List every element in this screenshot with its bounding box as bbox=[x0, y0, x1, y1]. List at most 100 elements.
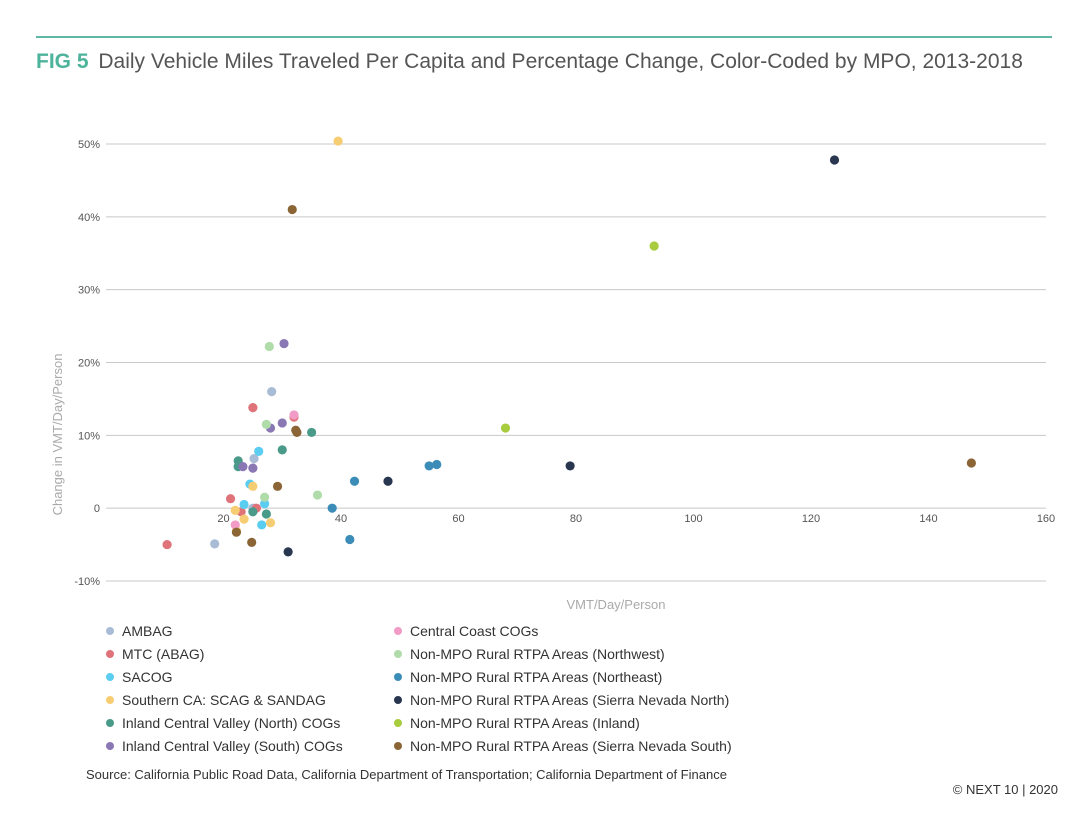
legend-item: Non-MPO Rural RTPA Areas (Inland) bbox=[394, 714, 732, 737]
legend-swatch bbox=[394, 696, 402, 704]
x-tick-label: 120 bbox=[802, 513, 820, 525]
data-point bbox=[265, 518, 276, 528]
figure-title: FIG 5 Daily Vehicle Miles Traveled Per C… bbox=[36, 50, 1023, 74]
data-point bbox=[327, 503, 337, 513]
data-point bbox=[248, 403, 258, 413]
legend-item: Central Coast COGs bbox=[394, 622, 732, 645]
legend-label: Non-MPO Rural RTPA Areas (Northeast) bbox=[410, 669, 663, 685]
data-point bbox=[254, 446, 264, 456]
legend-swatch bbox=[394, 719, 402, 727]
legend-swatch bbox=[394, 627, 402, 635]
legend-item: SACOG bbox=[106, 668, 343, 691]
legend-swatch bbox=[106, 650, 114, 658]
y-tick-label: 50% bbox=[78, 139, 100, 151]
data-point bbox=[248, 481, 258, 491]
figure-label: FIG 5 bbox=[36, 50, 89, 73]
data-point bbox=[277, 445, 287, 455]
x-tick-label: 60 bbox=[452, 513, 464, 525]
legend-label: Non-MPO Rural RTPA Areas (Northwest) bbox=[410, 646, 665, 662]
y-tick-label: 40% bbox=[78, 212, 100, 224]
data-point bbox=[424, 461, 434, 471]
legend-label: SACOG bbox=[122, 669, 173, 685]
data-point bbox=[277, 418, 287, 428]
legend-item: Inland Central Valley (South) COGs bbox=[106, 737, 343, 760]
legend-label: Inland Central Valley (South) COGs bbox=[122, 738, 343, 754]
data-point bbox=[345, 534, 355, 545]
legend-item: Non-MPO Rural RTPA Areas (Sierra Nevada … bbox=[394, 691, 732, 714]
figure-title-text: Daily Vehicle Miles Traveled Per Capita … bbox=[98, 50, 1023, 73]
data-point bbox=[264, 341, 274, 352]
legend-item: Non-MPO Rural RTPA Areas (Northeast) bbox=[394, 668, 732, 691]
legend-swatch bbox=[394, 650, 402, 658]
data-point bbox=[231, 527, 242, 537]
data-point bbox=[272, 481, 283, 491]
legend-label: Inland Central Valley (North) COGs bbox=[122, 715, 341, 731]
data-point bbox=[307, 427, 317, 438]
data-point bbox=[292, 427, 302, 438]
data-point bbox=[248, 463, 258, 473]
data-point bbox=[279, 338, 289, 349]
legend-item: AMBAG bbox=[106, 622, 343, 645]
source-note: Source: California Public Road Data, Cal… bbox=[86, 767, 727, 782]
x-axis-label: VMT/Day/Person bbox=[567, 597, 666, 612]
x-tick-label: 80 bbox=[570, 513, 582, 525]
data-point bbox=[349, 476, 360, 486]
data-point bbox=[247, 537, 257, 547]
legend-item: Non-MPO Rural RTPA Areas (Northwest) bbox=[394, 645, 732, 668]
copyright: © NEXT 10 | 2020 bbox=[952, 782, 1058, 797]
legend-item: Southern CA: SCAG & SANDAG bbox=[106, 691, 343, 714]
data-point bbox=[267, 387, 277, 397]
y-tick-label: 0 bbox=[94, 503, 100, 515]
y-tick-label: 10% bbox=[78, 430, 100, 442]
data-point bbox=[210, 539, 220, 549]
x-tick-label: 160 bbox=[1037, 513, 1055, 525]
data-point bbox=[257, 520, 267, 530]
legend-label: MTC (ABAG) bbox=[122, 646, 205, 662]
legend-label: Non-MPO Rural RTPA Areas (Inland) bbox=[410, 715, 640, 731]
legend-item: MTC (ABAG) bbox=[106, 645, 343, 668]
y-tick-label: -10% bbox=[74, 576, 100, 588]
legend-swatch bbox=[394, 742, 402, 750]
y-tick-label: 30% bbox=[78, 285, 100, 297]
data-point bbox=[261, 419, 271, 430]
data-point bbox=[162, 539, 172, 550]
data-point bbox=[287, 204, 297, 215]
legend-swatch bbox=[106, 627, 114, 635]
x-tick-label: 100 bbox=[684, 513, 702, 525]
x-tick-label: 40 bbox=[335, 513, 347, 525]
data-point bbox=[260, 499, 270, 509]
legend-swatch bbox=[106, 742, 114, 750]
legend-swatch bbox=[106, 719, 114, 727]
legend-item: Non-MPO Rural RTPA Areas (Sierra Nevada … bbox=[394, 737, 732, 760]
x-tick-label: 20 bbox=[217, 513, 229, 525]
data-point bbox=[829, 155, 840, 165]
legend-label: Non-MPO Rural RTPA Areas (Sierra Nevada … bbox=[410, 738, 732, 754]
legend-label: Non-MPO Rural RTPA Areas (Sierra Nevada … bbox=[410, 692, 730, 708]
legend-item: Inland Central Valley (North) COGs bbox=[106, 714, 343, 737]
data-point bbox=[260, 492, 270, 502]
legend-left-column: AMBAG MTC (ABAG) SACOG Southern CA: SCAG & … bbox=[106, 622, 343, 760]
data-point bbox=[432, 459, 442, 470]
top-rule bbox=[36, 36, 1052, 38]
data-point bbox=[333, 136, 343, 146]
data-point bbox=[312, 490, 323, 500]
data-point bbox=[289, 410, 299, 420]
data-point bbox=[261, 509, 271, 519]
legend-right-column: Central Coast COGs Non-MPO Rural RTPA Are… bbox=[394, 622, 732, 760]
legend-label: Central Coast COGs bbox=[410, 623, 539, 639]
data-point bbox=[249, 454, 259, 464]
data-point bbox=[238, 462, 248, 472]
data-point bbox=[230, 505, 240, 515]
legend-swatch bbox=[106, 673, 114, 681]
y-axis-label: Change in VMT/Day/Person bbox=[50, 354, 65, 516]
data-point bbox=[239, 499, 249, 510]
data-point bbox=[383, 476, 393, 486]
data-point bbox=[239, 514, 249, 524]
data-point bbox=[565, 461, 575, 471]
data-point bbox=[500, 423, 511, 433]
data-point bbox=[225, 494, 236, 504]
legend-label: Southern CA: SCAG & SANDAG bbox=[122, 692, 326, 708]
data-point bbox=[283, 547, 293, 557]
data-point bbox=[966, 458, 976, 468]
